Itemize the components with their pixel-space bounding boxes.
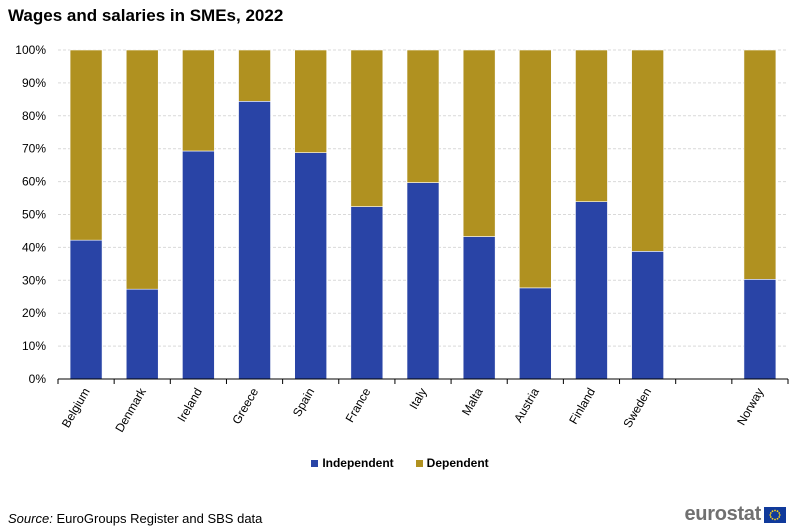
bar-segment-independent[interactable] <box>631 251 664 380</box>
bar-segment-independent[interactable] <box>575 201 608 380</box>
y-tick-label: 30% <box>22 273 46 287</box>
bar-segment-dependent[interactable] <box>69 49 103 241</box>
logo-text: eurostat <box>684 503 761 525</box>
x-category-label: Austria <box>511 385 542 425</box>
legend-item-independent[interactable]: Independent <box>311 456 394 470</box>
bar-segment-independent[interactable] <box>182 150 215 380</box>
bar-segment-dependent[interactable] <box>350 49 384 207</box>
chart-title: Wages and salaries in SMEs, 2022 <box>8 6 284 25</box>
bar-segment-independent[interactable] <box>294 152 327 380</box>
y-tick-label: 0% <box>29 372 47 386</box>
legend: Independent Dependent <box>0 456 800 470</box>
eu-flag-icon <box>764 506 786 523</box>
bar-segment-dependent[interactable] <box>238 49 271 102</box>
bars <box>69 49 777 380</box>
eurostat-logo[interactable]: eurostat <box>684 503 786 526</box>
x-category-label: Denmark <box>112 385 149 435</box>
legend-item-dependent[interactable]: Dependent <box>415 456 489 470</box>
y-tick-label: 80% <box>22 109 46 123</box>
legend-swatch-independent <box>311 459 319 467</box>
y-tick-label: 90% <box>22 76 46 90</box>
y-axis-ticks: 0% 10% 20% 30% 40% 50% 60% 70% 80% 90% 100% <box>15 43 46 386</box>
bar-segment-dependent[interactable] <box>182 49 215 152</box>
bar-segment-dependent[interactable] <box>406 49 440 183</box>
bar-segment-independent[interactable] <box>519 287 552 380</box>
x-category-label: Finland <box>566 386 598 427</box>
bar-segment-dependent[interactable] <box>575 49 608 202</box>
legend-label-independent: Independent <box>322 456 394 470</box>
legend-label-dependent: Dependent <box>426 456 489 470</box>
y-tick-label: 40% <box>22 240 46 254</box>
bar-segment-dependent[interactable] <box>294 49 327 153</box>
bar-segment-dependent[interactable] <box>462 49 496 237</box>
source-note: Source: EuroGroups Register and SBS data <box>8 511 262 526</box>
x-category-label: Greece <box>229 385 261 426</box>
bar-segment-dependent[interactable] <box>743 49 777 280</box>
source-text: EuroGroups Register and SBS data <box>56 511 263 526</box>
x-axis-categories: Belgium Denmark Ireland Greece Spain France It… <box>57 379 789 435</box>
y-tick-label: 20% <box>22 306 46 320</box>
bar-segment-dependent[interactable] <box>519 49 552 289</box>
x-category-label: Ireland <box>175 386 205 425</box>
x-category-label: Italy <box>406 386 429 412</box>
bar-segment-independent[interactable] <box>125 288 159 380</box>
bar-segment-independent[interactable] <box>743 279 777 380</box>
source-label: Source: <box>8 511 53 526</box>
x-category-label: France <box>343 385 374 425</box>
bar-segment-independent[interactable] <box>350 206 384 380</box>
bar-segment-dependent[interactable] <box>631 49 664 252</box>
y-tick-label: 10% <box>22 339 46 353</box>
y-tick-label: 70% <box>22 142 46 156</box>
bar-segment-dependent[interactable] <box>125 49 159 290</box>
y-tick-label: 60% <box>22 175 46 189</box>
x-category-label: Norway <box>734 386 766 428</box>
x-category-label: Spain <box>290 386 317 420</box>
y-tick-label: 100% <box>15 43 46 57</box>
y-tick-label: 50% <box>22 208 46 222</box>
bar-segment-independent[interactable] <box>69 239 103 380</box>
bar-segment-independent[interactable] <box>238 101 271 380</box>
x-category-label: Belgium <box>59 386 93 431</box>
legend-swatch-dependent <box>415 459 423 467</box>
x-category-label: Sweden <box>620 386 654 431</box>
bar-segment-independent[interactable] <box>406 182 440 380</box>
bar-segment-independent[interactable] <box>462 236 496 380</box>
x-category-label: Malta <box>459 385 486 418</box>
